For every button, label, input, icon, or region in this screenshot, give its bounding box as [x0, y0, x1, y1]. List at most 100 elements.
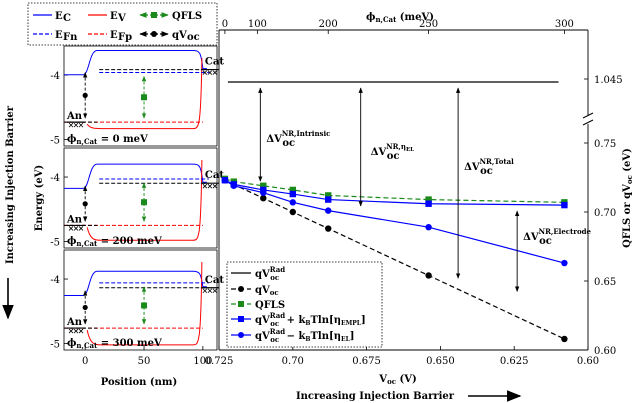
series: [221, 177, 568, 209]
top-tick-label: 100: [248, 19, 267, 30]
legend-entry-main: qV: [255, 315, 270, 326]
legend-entry-sub: oc: [270, 273, 279, 282]
panel-label: ϕn,Cat = 200 meV: [67, 236, 162, 248]
data-point: [260, 189, 267, 196]
panel-label-symbol: ϕ: [67, 134, 76, 145]
band-y-tick-label: -4: [50, 71, 60, 82]
top-axis-label-main: ϕ: [366, 12, 375, 23]
energy-axis-label: Energy (eV): [34, 165, 45, 231]
data-point: [289, 199, 296, 206]
legend-efn: E: [55, 30, 63, 41]
legend-entry-sub: oc: [270, 288, 279, 297]
legend-qvoc-sub: oc: [187, 32, 200, 43]
legend-entry-rest2-sub: EL: [341, 336, 351, 343]
legend-entry: qVRad oc: [255, 265, 285, 282]
annotation-main: ΔV: [371, 147, 387, 158]
panel-label: ϕn,Cat = 0 meV: [67, 134, 148, 146]
band-y-tick-label: -4: [50, 275, 60, 286]
legend-ev-sub: V: [117, 13, 126, 24]
axis-break-mark: [582, 112, 594, 119]
qfls-marker: [141, 302, 148, 309]
x-tick-label: 0.625: [500, 356, 529, 367]
x-tick-label: 0.70: [282, 356, 304, 367]
right-axis-label-main: QFLS or qV: [622, 184, 633, 248]
y-tick-label: 0.60: [594, 346, 616, 357]
contact-hatch: [73, 226, 79, 231]
contact-hatch: [78, 122, 84, 128]
annotation-sub: oc: [539, 236, 552, 247]
y-tick-label: 0.75: [594, 139, 616, 150]
top-axis-label-unit: (meV): [396, 12, 434, 23]
band-x-tick-label: 50: [138, 356, 151, 367]
legend-qfls-marker: [151, 12, 157, 18]
band-x-tick-label: 0: [82, 356, 88, 367]
qfls-marker: [141, 199, 148, 206]
top-axis-label-sub: n,Cat: [375, 15, 397, 24]
x-tick-label: 0.650: [426, 356, 455, 367]
data-point: [260, 195, 267, 202]
legend-entry: qVRad oc + kBTln[ηEMPL]: [255, 311, 366, 328]
contact-hatch: [73, 122, 79, 128]
data-point: [221, 177, 229, 184]
panel-label-value: = 300 meV: [97, 338, 162, 349]
band-panel-frame: [63, 147, 218, 249]
legend-ec-sub: C: [63, 13, 71, 24]
legend-qfls: QFLS: [172, 11, 202, 22]
series-line: [224, 178, 565, 203]
annotation-sub: oc: [387, 151, 400, 162]
series: [221, 177, 568, 267]
legend-entry-sup: Rad: [270, 327, 286, 336]
panel-label-symbol: ϕ: [67, 236, 76, 247]
side-barrier-label: Increasing Injection Barrier: [5, 105, 16, 264]
data-point: [561, 201, 568, 209]
annotation-sup: NR,Total: [480, 157, 514, 166]
right-axis-label-unit: (eV): [622, 148, 633, 175]
contact-hatch: [207, 183, 213, 189]
x-tick-label: 0.675: [352, 356, 381, 367]
legend-efp-sub: Fp: [118, 32, 132, 43]
position-axis-label: Position (nm): [101, 377, 178, 388]
contact-hatch: [68, 122, 74, 128]
annotation-sup: NR,Electrode: [539, 227, 592, 236]
series: [221, 175, 568, 206]
legend-entry-rest: + k: [283, 315, 306, 326]
series-line: [224, 179, 565, 264]
data-point: [325, 207, 332, 214]
data-point: [289, 208, 296, 216]
contact-hatch: [73, 328, 79, 334]
data-point: [260, 182, 267, 189]
band-y-tick-label: -5: [50, 238, 60, 249]
annotation-sub: oc: [480, 166, 493, 177]
band-panel: -4 -5 An Cat ϕn,Cat = 200 meV: [50, 147, 224, 249]
annotation-sup-sub: EL: [406, 147, 414, 153]
contact-hatch: [207, 288, 213, 294]
contact-hatch: [68, 328, 74, 334]
legend-entry-rest3: ]: [350, 331, 355, 342]
legend-entry-rest3: ]: [361, 315, 366, 326]
contact-hatch: [212, 288, 218, 294]
anode-label: An: [66, 214, 83, 225]
bottom-axis-label: Voc (V): [378, 374, 416, 386]
legend-entry-sub: oc: [270, 335, 279, 344]
contact-hatch: [78, 226, 84, 231]
legend-entry-sup: Rad: [270, 311, 286, 320]
panel-label-value: = 200 meV: [97, 236, 162, 247]
legend-entry-rest2: Tln[η: [310, 315, 341, 326]
annotation-main: ΔV: [523, 232, 539, 243]
qvoc-marker: [82, 304, 88, 311]
legend-entry-main: QFLS: [255, 300, 285, 311]
band-x-tick-label: 100: [193, 356, 212, 367]
band-panel: -4 -5 An Cat ϕn,Cat = 300 meV: [50, 249, 224, 351]
data-point: [289, 186, 296, 194]
anode-label: An: [66, 317, 83, 328]
bottom-axis-label-sub: oc: [387, 377, 396, 386]
qfls-marker: [141, 94, 148, 101]
legend-qvoc-marker: [151, 31, 157, 37]
cathode-label: Cat: [205, 57, 224, 68]
x-tick-label: 0.60: [577, 356, 599, 367]
data-point: [425, 200, 432, 207]
annotation-label: ΔVNR,Total: [464, 157, 514, 173]
bottom-axis-label-unit: (V): [396, 374, 417, 385]
